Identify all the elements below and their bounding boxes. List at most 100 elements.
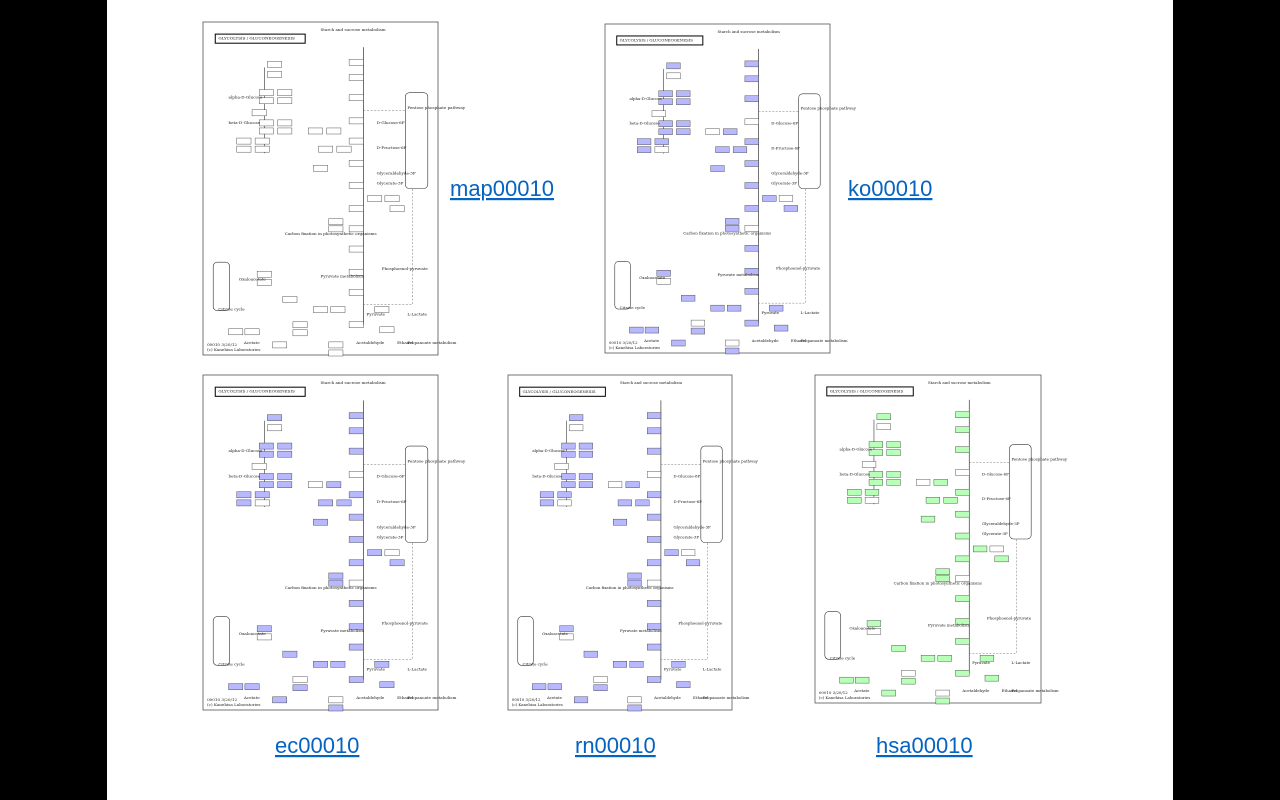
enzyme-box — [994, 555, 1009, 563]
enzyme-box — [984, 674, 999, 682]
map-footer: (c) Kanehisa Laboratories — [512, 702, 563, 707]
enzyme-box — [690, 327, 705, 335]
compound-label: L-Lactate — [801, 310, 820, 315]
compound-label: Acetaldehyde — [355, 340, 385, 345]
enzyme-box — [868, 471, 883, 478]
compound-label: L-Lactate — [1012, 660, 1032, 665]
pathway-box — [404, 92, 429, 189]
compound-label: alpha-D-Glucose — [840, 447, 873, 452]
map-link[interactable]: map00010 — [450, 176, 554, 201]
enzyme-box — [561, 473, 576, 480]
compound-label: Carbon fixation in photosynthetic organi… — [285, 585, 377, 590]
map-link[interactable]: ec00010 — [275, 733, 359, 758]
enzyme-box — [861, 461, 877, 468]
enzyme-box — [710, 304, 725, 312]
enzyme-box — [328, 572, 344, 580]
enzyme-box — [236, 491, 252, 499]
compound-label: Acetaldehyde — [961, 688, 990, 693]
enzyme-box — [774, 324, 789, 332]
enzyme-box — [886, 441, 901, 448]
enzyme-box — [886, 449, 901, 456]
enzyme-box — [955, 510, 970, 518]
enzyme-box — [374, 661, 390, 668]
enzyme-box — [258, 450, 274, 458]
map-link[interactable]: rn00010 — [575, 733, 656, 758]
enzyme-box — [955, 411, 970, 418]
map-title: GLYCOLYSIS / GLUCONEOGENESIS — [523, 389, 596, 394]
compound-label: Carbon fixation in photosynthetic organi… — [894, 581, 982, 586]
enzyme-box — [348, 245, 364, 253]
enzyme-box — [629, 326, 644, 334]
compound-label: Pyruvate — [762, 310, 780, 315]
enzyme-box — [348, 137, 364, 145]
enzyme-box — [348, 427, 364, 435]
pathway-thumbnail: GLYCOLYSIS / GLUCONEOGENESIS Starch and s… — [507, 374, 759, 712]
enzyme-box — [658, 128, 673, 135]
enzyme-box — [292, 684, 308, 691]
enzyme-box — [656, 270, 671, 277]
compound-label: alpha-D-Glucose — [629, 96, 662, 101]
compound-label: Citrate cycle — [218, 661, 245, 666]
enzyme-box — [681, 549, 696, 556]
enzyme-box — [916, 479, 931, 486]
enzyme-box — [920, 515, 936, 523]
compound-label: Pyruvate — [366, 312, 385, 317]
enzyme-box — [681, 294, 696, 302]
compound-label: Citrate cycle — [620, 305, 646, 310]
map-title: GLYCOLYSIS / GLUCONEOGENESIS — [218, 36, 295, 41]
enzyme-box — [654, 138, 669, 145]
map-footer: (c) Kanehisa Laboratories — [819, 695, 870, 700]
enzyme-box — [676, 90, 691, 97]
enzyme-box — [647, 447, 662, 455]
compound-label: Starch and sucrose metabolism — [620, 380, 682, 385]
enzyme-box — [637, 138, 652, 145]
enzyme-box — [578, 473, 593, 480]
enzyme-box — [254, 137, 270, 145]
enzyme-box — [348, 559, 364, 567]
compound-label: Carbon fixation in photosynthetic organi… — [586, 585, 674, 590]
enzyme-box — [647, 513, 662, 521]
compound-label: Glyceraldehyde-3P — [674, 524, 711, 529]
enzyme-box — [744, 160, 759, 167]
enzyme-box — [236, 137, 252, 145]
enzyme-box — [336, 499, 352, 507]
enzyme-box — [348, 471, 364, 478]
compound-label: Phosphoenol-pyruvate — [987, 615, 1032, 620]
enzyme-box — [839, 676, 854, 684]
pathway-thumbnail: GLYCOLYSIS / GLUCONEOGENESIS Starch and s… — [202, 374, 466, 712]
enzyme-box — [979, 655, 995, 662]
enzyme-box — [277, 89, 293, 96]
enzyme-box — [277, 450, 293, 458]
enzyme-box — [955, 670, 970, 677]
enzyme-box — [251, 109, 267, 117]
enzyme-box — [277, 473, 293, 480]
enzyme-box — [744, 138, 759, 145]
compound-label: Pentose phosphate pathway — [703, 458, 759, 463]
enzyme-box — [955, 489, 970, 496]
dashed-link — [660, 464, 708, 660]
enzyme-box — [348, 205, 364, 212]
enzyme-box — [955, 469, 970, 476]
enzyme-box — [876, 413, 891, 420]
enzyme-box — [744, 95, 759, 102]
enzyme-box — [348, 94, 364, 101]
enzyme-box — [228, 328, 244, 336]
enzyme-box — [574, 696, 589, 704]
enzyme-box — [328, 696, 344, 704]
enzyme-box — [277, 119, 293, 127]
map-link[interactable]: hsa00010 — [876, 733, 973, 758]
compound-label: Acetaldehyde — [355, 695, 385, 700]
enzyme-box — [389, 205, 405, 212]
enzyme-box — [744, 75, 759, 83]
compound-label: Acetate — [243, 340, 260, 345]
map-footer: (c) Kanehisa Laboratories — [207, 702, 260, 707]
compound-label: Pyruvate metabolism — [321, 273, 365, 278]
map-link[interactable]: ko00010 — [848, 176, 932, 201]
enzyme-box — [744, 60, 759, 68]
enzyme-box — [267, 414, 282, 421]
enzyme-box — [627, 579, 642, 587]
enzyme-box — [855, 676, 870, 684]
enzyme-box — [258, 127, 274, 135]
enzyme-box — [612, 661, 628, 668]
enzyme-box — [744, 225, 759, 232]
